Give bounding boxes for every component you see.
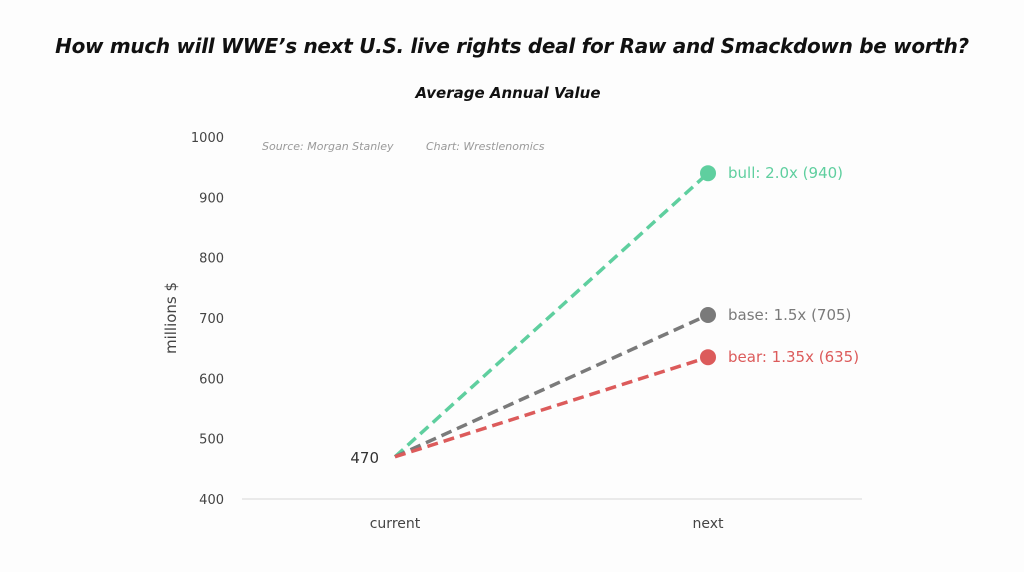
start-value-label: 470 (350, 449, 379, 467)
y-tick-label: 700 (199, 312, 224, 327)
series-end-label: bear: 1.35x (635) (728, 348, 859, 366)
y-axis-ticks: 400 500 600 700 800 900 1000 (191, 131, 224, 508)
chart-title: How much will WWE’s next U.S. live right… (55, 34, 969, 58)
series-end-point (700, 165, 716, 182)
series-line (394, 355, 709, 459)
series-end-point (700, 349, 716, 366)
y-axis-label: millions $ (162, 282, 180, 354)
y-tick-label: 1000 (191, 131, 224, 146)
series-line (393, 171, 710, 459)
y-tick-label: 400 (199, 493, 224, 508)
x-tick-label: next (692, 516, 724, 532)
series-points (700, 165, 716, 366)
series-end-label: bull: 2.0x (940) (728, 164, 843, 182)
series-end-point (700, 306, 716, 323)
chart-credit: Chart: Wrestlenomics (426, 140, 545, 153)
y-tick-label: 800 (199, 252, 224, 267)
series-line (394, 313, 709, 459)
y-tick-label: 600 (199, 372, 224, 387)
series-lines (393, 171, 710, 459)
x-tick-label: current (370, 516, 421, 532)
series-end-label: base: 1.5x (705) (728, 306, 851, 324)
chart-subtitle: Average Annual Value (415, 84, 601, 102)
x-axis-ticks: current next (370, 516, 724, 532)
series-labels: bull: 2.0x (940) base: 1.5x (705) bear: 1.… (728, 164, 859, 366)
y-tick-label: 900 (199, 191, 224, 206)
y-tick-label: 500 (199, 433, 224, 448)
source-credit: Source: Morgan Stanley (262, 140, 394, 153)
